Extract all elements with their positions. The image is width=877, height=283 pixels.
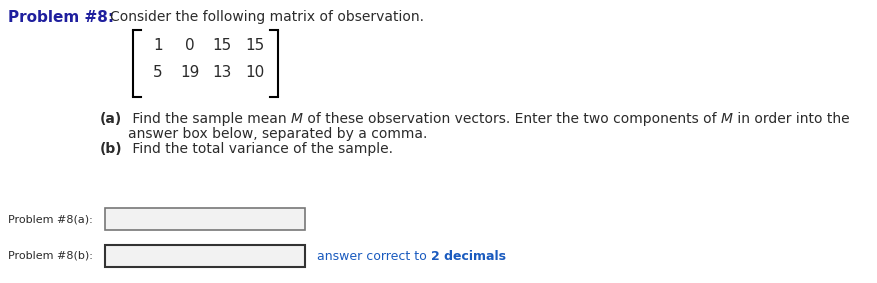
Text: M: M	[721, 112, 733, 126]
Bar	[105, 245, 305, 267]
Text: 0: 0	[185, 38, 195, 53]
Text: Problem #8:: Problem #8:	[8, 10, 114, 25]
Text: Problem #8(b):: Problem #8(b):	[8, 251, 93, 261]
Text: M: M	[291, 112, 303, 126]
Text: answer box below, separated by a comma.: answer box below, separated by a comma.	[128, 127, 427, 141]
Text: answer correct to: answer correct to	[317, 250, 431, 263]
Text: 15: 15	[212, 38, 232, 53]
Text: Consider the following matrix of observation.: Consider the following matrix of observa…	[110, 10, 424, 24]
Text: in order into the: in order into the	[733, 112, 850, 126]
Text: of these observation vectors. Enter the two components of: of these observation vectors. Enter the …	[303, 112, 721, 126]
Text: 13: 13	[212, 65, 232, 80]
Text: (a): (a)	[100, 112, 122, 126]
Text: 10: 10	[246, 65, 265, 80]
Text: 2 decimals: 2 decimals	[431, 250, 506, 263]
Text: 19: 19	[181, 65, 200, 80]
Text: Problem #8(a):: Problem #8(a):	[8, 214, 93, 224]
Bar	[105, 208, 305, 230]
Text: 1: 1	[153, 38, 163, 53]
Text: (b): (b)	[100, 142, 123, 156]
Text: 15: 15	[246, 38, 265, 53]
Text: Find the total variance of the sample.: Find the total variance of the sample.	[128, 142, 393, 156]
Text: Find the sample mean: Find the sample mean	[128, 112, 291, 126]
Text: 5: 5	[153, 65, 163, 80]
